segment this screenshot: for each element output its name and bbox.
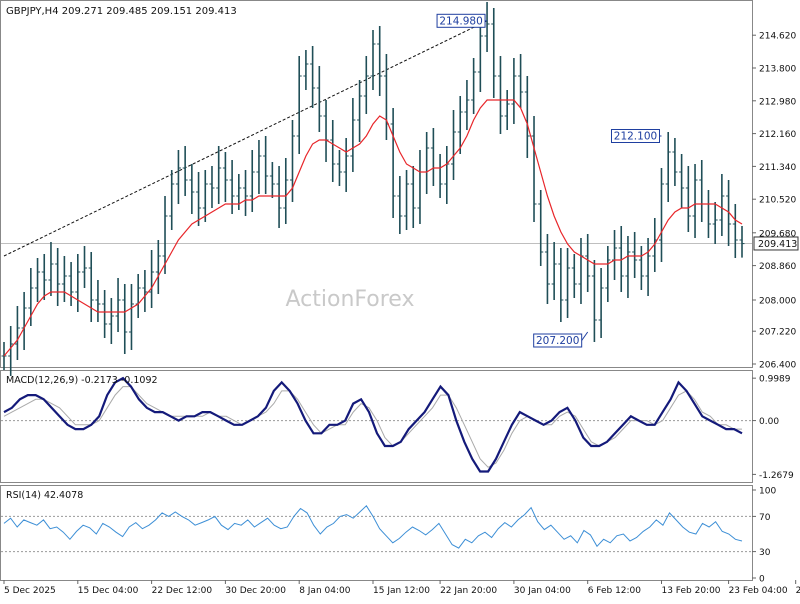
rsi-header: RSI(14) 42.4078 bbox=[6, 490, 83, 501]
current-price-tag bbox=[753, 236, 799, 251]
macd-pane-frame bbox=[0, 370, 753, 483]
x-axis-tick-label: 15 Jan 12:00 bbox=[373, 586, 430, 596]
current-price-tag-label: 209.413 bbox=[758, 239, 797, 250]
moving-average-line bbox=[3, 99, 743, 357]
x-axis-tick-label: 22 Jan 20:00 bbox=[440, 586, 497, 596]
rsi-axis-tick-label: 0 bbox=[759, 575, 765, 585]
macd-header: MACD(12,26,9) -0.2173 -0.1092 bbox=[6, 375, 158, 386]
price-axis-tick-label: 207.220 bbox=[759, 328, 796, 338]
watermark: ActionForex bbox=[286, 287, 415, 312]
price-axis-tick-label: 211.340 bbox=[759, 163, 796, 173]
price-pane-frame bbox=[0, 0, 753, 368]
price-axis-tick-label: 208.860 bbox=[759, 262, 796, 272]
x-axis-tick-label: 8 Jan 04:00 bbox=[299, 586, 351, 596]
rsi-line bbox=[3, 505, 743, 549]
rsi-axis-tick-label: 100 bbox=[759, 487, 776, 497]
rsi-axis-tick-label: 30 bbox=[759, 548, 771, 558]
price-axis-tick-label: 214.620 bbox=[759, 32, 796, 42]
price-axis-tick-label: 209.680 bbox=[759, 229, 796, 239]
price-annotation-label: 212.100 bbox=[614, 131, 657, 143]
x-axis-tick-label: 13 Feb 20:00 bbox=[661, 586, 720, 596]
macd-signal-line bbox=[3, 386, 742, 468]
price-axis-tick-label: 206.400 bbox=[759, 361, 796, 371]
price-annotation-label: 214.980 bbox=[439, 15, 482, 27]
price-layer: 214.980 212.100 207.200 bbox=[1, 2, 752, 376]
rsi-axis-tick-label: 70 bbox=[759, 513, 771, 523]
price-header: GBPJPY,H4 209.271 209.485 209.151 209.41… bbox=[6, 6, 237, 17]
axis-layer: 214.620 213.800 212.980 212.160 211.340 210.5… bbox=[3, 32, 800, 596]
price-axis-tick-label: 212.160 bbox=[759, 130, 796, 140]
trendline bbox=[3, 20, 488, 257]
price-annotation-label: 207.200 bbox=[536, 335, 579, 347]
macd-line bbox=[3, 376, 743, 473]
rsi-pane-frame bbox=[0, 485, 753, 581]
x-axis-tick-label: 6 Feb 12:00 bbox=[588, 586, 642, 596]
price-axis-tick-label: 210.520 bbox=[759, 196, 796, 206]
price-axis-tick-label: 213.800 bbox=[759, 65, 796, 75]
x-axis-tick-label: 23 Feb 04:00 bbox=[729, 586, 788, 596]
x-axis-tick-label: 15 Dec 04:00 bbox=[78, 586, 139, 596]
x-axis-tick-label: 22 Dec 12:00 bbox=[152, 586, 213, 596]
macd-axis-tick-label: 0.9989 bbox=[759, 375, 791, 385]
rsi-layer bbox=[1, 505, 752, 553]
macd-layer bbox=[1, 376, 752, 473]
x-axis-tick-label: 2 Mar 12:00 bbox=[796, 586, 800, 596]
x-axis-tick-label: 30 Jan 04:00 bbox=[514, 586, 571, 596]
price-axis-tick-label: 212.980 bbox=[759, 97, 796, 107]
macd-axis-tick-label: 0.00 bbox=[759, 417, 779, 427]
x-axis-tick-label: 30 Dec 20:00 bbox=[225, 586, 286, 596]
price-axis-tick-label: 208.000 bbox=[759, 297, 796, 307]
x-axis-tick-label: 5 Dec 2025 bbox=[4, 586, 56, 596]
price-annotation-leader bbox=[581, 331, 589, 341]
macd-axis-tick-label: -1.2679 bbox=[759, 471, 794, 481]
